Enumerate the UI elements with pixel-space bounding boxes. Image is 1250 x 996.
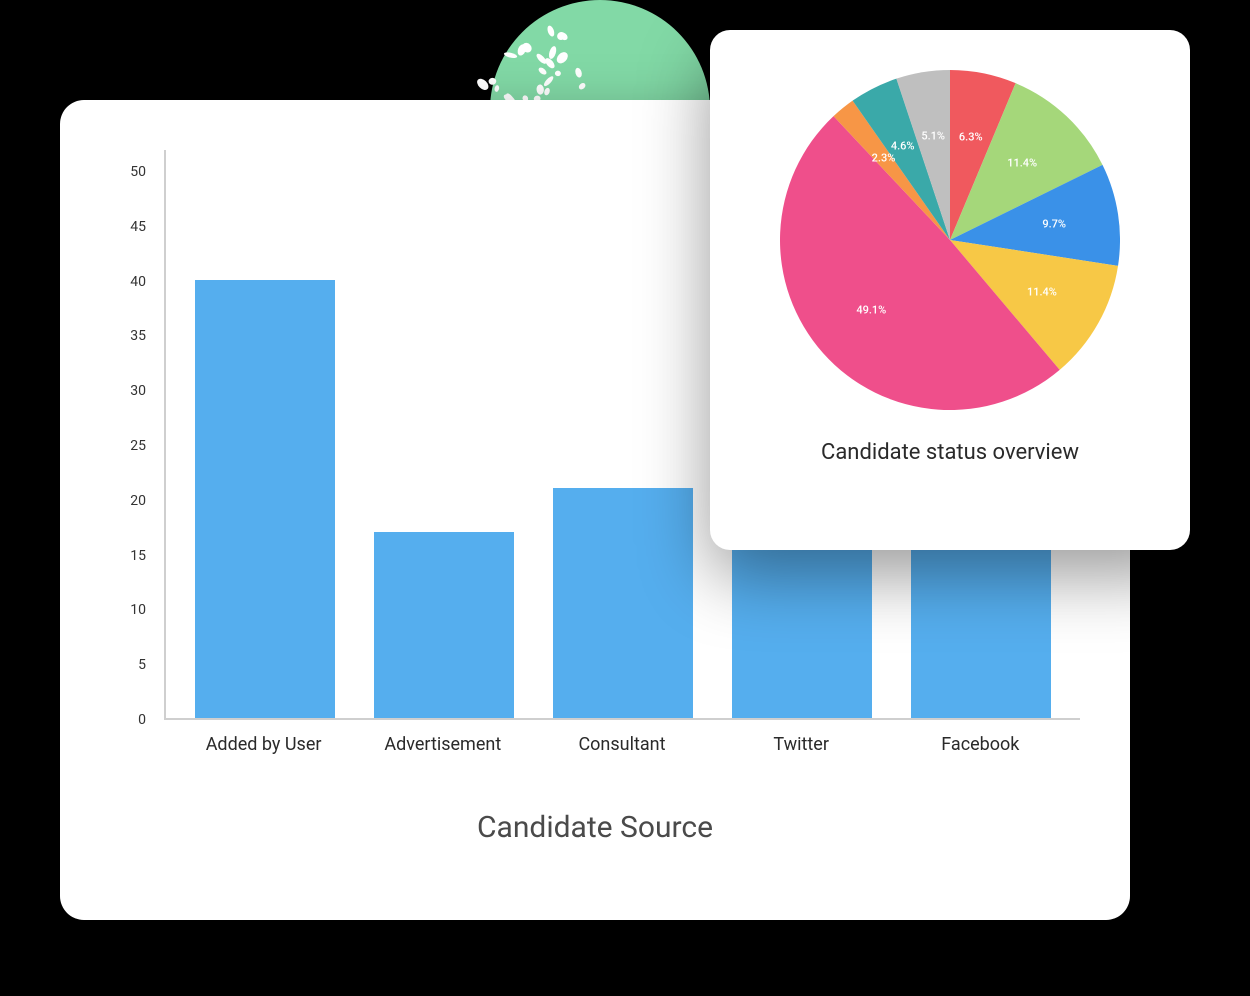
bar — [195, 280, 335, 718]
y-tick-label: 45 — [110, 219, 146, 235]
pie-slice-label: 9.7% — [1042, 217, 1066, 230]
x-tick-label: Twitter — [721, 720, 881, 760]
pie-slice-label: 6.3% — [959, 130, 983, 143]
bar — [732, 543, 872, 718]
x-tick-label: Facebook — [900, 720, 1060, 760]
pie-slice-label: 11.4% — [1007, 157, 1037, 170]
pie-slice-label: 11.4% — [1027, 285, 1057, 298]
pie-chart-title: Candidate status overview — [821, 440, 1079, 465]
pie-slice-label: 5.1% — [921, 129, 945, 142]
y-tick-label: 10 — [110, 602, 146, 618]
y-tick-label: 40 — [110, 274, 146, 290]
x-axis: Added by User Advertisement Consultant Twit… — [164, 720, 1080, 760]
x-tick-label: Advertisement — [363, 720, 523, 760]
pie-slice-label: 49.1% — [856, 304, 886, 317]
pie-slice-label: 2.3% — [872, 152, 896, 165]
pie-slice-label: 4.6% — [891, 139, 915, 152]
y-tick-label: 50 — [110, 164, 146, 180]
x-tick-label: Consultant — [542, 720, 702, 760]
pie-chart: 6.3% 11.4% 9.7% 11.4% 49.1% 2.3%4.6% 5.1% — [780, 70, 1120, 410]
y-axis: 05101520253035404550 — [110, 150, 154, 720]
y-tick-label: 25 — [110, 438, 146, 454]
bar — [374, 532, 514, 718]
bar — [553, 488, 693, 718]
bar — [911, 543, 1051, 718]
y-tick-label: 0 — [110, 712, 146, 728]
bar-chart-title: Candidate Source — [110, 810, 1080, 845]
y-tick-label: 5 — [110, 657, 146, 673]
y-tick-label: 15 — [110, 548, 146, 564]
x-tick-label: Added by User — [184, 720, 344, 760]
y-tick-label: 20 — [110, 493, 146, 509]
y-tick-label: 30 — [110, 383, 146, 399]
pie-svg — [780, 70, 1120, 410]
pie-chart-card: 6.3% 11.4% 9.7% 11.4% 49.1% 2.3%4.6% 5.1% Cand… — [710, 30, 1190, 550]
y-tick-label: 35 — [110, 328, 146, 344]
